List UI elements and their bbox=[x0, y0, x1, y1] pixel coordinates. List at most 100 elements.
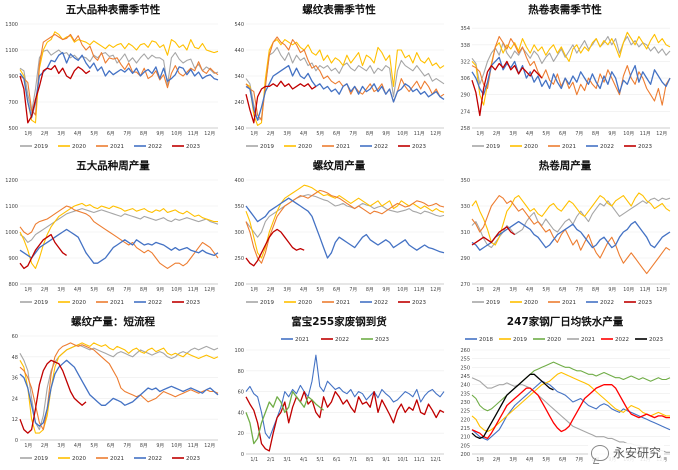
x-tick-label: 12月 bbox=[430, 131, 441, 137]
x-tick-label: 10月 bbox=[171, 443, 182, 449]
legend-label-2023: 2023 bbox=[412, 300, 426, 306]
x-tick-label: 9月 bbox=[382, 287, 390, 293]
series-line-2020 bbox=[471, 361, 671, 412]
series-line-2020 bbox=[245, 39, 445, 126]
x-tick-label: 6月 bbox=[333, 287, 341, 293]
y-tick-label: 235 bbox=[460, 391, 470, 397]
x-tick-label: 9月 bbox=[156, 131, 164, 137]
series-line-2019 bbox=[471, 371, 670, 433]
legend-label-2023: 2023 bbox=[638, 300, 652, 306]
y-tick-label: 200 bbox=[234, 282, 244, 288]
x-tick-label: 5月 bbox=[316, 131, 324, 137]
chart-c5: 螺纹周产量 200 250 300 350 400 1月 2月 3月 4月 5月 6月 7月 8月 9月 10… bbox=[234, 159, 445, 306]
x-tick-label: 11月 bbox=[640, 287, 651, 293]
y-tick-label: 240 bbox=[460, 383, 470, 389]
x-tick-label: 10月 bbox=[397, 131, 408, 137]
x-tick-label: 5月 bbox=[542, 287, 550, 293]
chart-panel-c5: 螺纹周产量 200 250 300 350 400 1月 2月 3月 4月 5月 6月 7月 8月 9月 10… bbox=[226, 156, 452, 312]
x-tick-label: 7月 bbox=[123, 287, 131, 293]
x-tick-label: 1月 bbox=[250, 287, 258, 293]
legend-label-2021: 2021 bbox=[110, 144, 124, 150]
x-tick-label: 5月 bbox=[90, 443, 98, 449]
legend-label-2020: 2020 bbox=[72, 144, 86, 150]
x-tick-label: 4月 bbox=[300, 287, 308, 293]
legend-label-2021: 2021 bbox=[336, 144, 350, 150]
legend-label-2019: 2019 bbox=[260, 300, 274, 306]
legend-label-2019: 2019 bbox=[34, 144, 48, 150]
legend-label-2020: 2020 bbox=[298, 300, 312, 306]
x-tick-label: 12月 bbox=[204, 443, 215, 449]
x-tick-label: 1月 bbox=[476, 131, 484, 137]
series-line-2020 bbox=[471, 192, 671, 246]
x-tick-label: 9月 bbox=[608, 287, 616, 293]
x-tick-label: 8月 bbox=[140, 443, 148, 449]
series-line-2019 bbox=[19, 49, 219, 113]
x-tick-label: 10月 bbox=[171, 131, 182, 137]
x-tick-label: 6月 bbox=[559, 131, 567, 137]
x-tick-label: 4月 bbox=[74, 287, 82, 293]
legend-label-2022: 2022 bbox=[148, 300, 162, 306]
legend-label-2022: 2022 bbox=[148, 144, 162, 150]
y-tick-label: 220 bbox=[460, 417, 470, 423]
series-line-2023 bbox=[245, 228, 305, 267]
y-tick-label: 900 bbox=[8, 74, 18, 80]
legend-label-2022: 2022 bbox=[615, 337, 629, 343]
y-tick-label: 205 bbox=[460, 443, 470, 449]
x-tick-label: 1月 bbox=[24, 443, 32, 449]
chart-title: 螺纹表需季节性 bbox=[302, 3, 376, 16]
legend-label-2023: 2023 bbox=[638, 144, 652, 150]
x-tick-label: 7月 bbox=[349, 287, 357, 293]
x-tick-label: 3月 bbox=[57, 443, 65, 449]
x-tick-label: 11月 bbox=[414, 131, 425, 137]
x-tick-label: 8月 bbox=[592, 131, 600, 137]
series-line-2023 bbox=[19, 233, 67, 270]
legend-label-2018: 2018 bbox=[479, 337, 493, 343]
x-tick-label: 7月 bbox=[123, 443, 131, 449]
legend-label-2019: 2019 bbox=[486, 144, 500, 150]
series-line-2022 bbox=[19, 51, 219, 119]
series-line-2022 bbox=[471, 56, 671, 96]
y-tick-label: 245 bbox=[460, 374, 470, 380]
y-tick-label: 36 bbox=[12, 376, 18, 382]
y-tick-label: 400 bbox=[234, 178, 244, 184]
chart-panel-c2: 螺纹表需季节性 140 240 340 440 540 1月 2月 3月 4月 5月 6月 7月 8月 9月… bbox=[226, 0, 452, 156]
y-tick-label: 60 bbox=[12, 334, 18, 340]
legend-label-2022: 2022 bbox=[374, 144, 388, 150]
legend-label-2023: 2023 bbox=[186, 300, 200, 306]
x-tick-label: 2月 bbox=[41, 443, 49, 449]
y-tick-label: 260 bbox=[460, 348, 470, 354]
wechat-icon bbox=[590, 444, 609, 461]
series-line-2021 bbox=[19, 205, 219, 269]
y-tick-label: 338 bbox=[460, 43, 470, 49]
legend-label-2022: 2022 bbox=[374, 300, 388, 306]
x-tick-label: 9月 bbox=[156, 287, 164, 293]
legend-label-2022: 2022 bbox=[335, 337, 349, 343]
series-line-2023 bbox=[245, 80, 317, 124]
chart-title: 五大品种周产量 bbox=[76, 159, 150, 172]
series-line-2021 bbox=[245, 354, 445, 439]
x-tick-label: 8/1 bbox=[366, 457, 374, 463]
chart-title: 热卷周产量 bbox=[539, 159, 592, 172]
x-tick-label: 11月 bbox=[188, 443, 199, 449]
y-tick-label: 215 bbox=[460, 426, 470, 432]
x-tick-label: 6月 bbox=[107, 443, 115, 449]
legend-label-2020: 2020 bbox=[547, 337, 561, 343]
series-line-2022 bbox=[245, 64, 445, 121]
series-line-2021 bbox=[19, 342, 219, 431]
x-tick-label: 5月 bbox=[542, 131, 550, 137]
legend-label-2021: 2021 bbox=[110, 456, 124, 462]
legend-label-2019: 2019 bbox=[486, 300, 500, 306]
y-tick-label: 12 bbox=[12, 417, 18, 423]
y-tick-label: 80 bbox=[238, 369, 244, 375]
y-tick-label: 290 bbox=[460, 256, 470, 262]
x-tick-label: 2月 bbox=[41, 287, 49, 293]
x-tick-label: 4月 bbox=[74, 443, 82, 449]
y-tick-label: 900 bbox=[8, 256, 18, 262]
x-tick-label: 8月 bbox=[366, 287, 374, 293]
x-tick-label: 6/1 bbox=[333, 457, 341, 463]
x-tick-label: 2月 bbox=[493, 131, 501, 137]
chart-c1: 五大品种表需季节性 500 700 900 1100 1300 1月 2月 3月 4月 5月 6月 7月… bbox=[5, 3, 219, 150]
series-line-2019 bbox=[19, 208, 219, 243]
series-line-2018 bbox=[471, 380, 671, 441]
x-tick-label: 4月 bbox=[526, 131, 534, 137]
